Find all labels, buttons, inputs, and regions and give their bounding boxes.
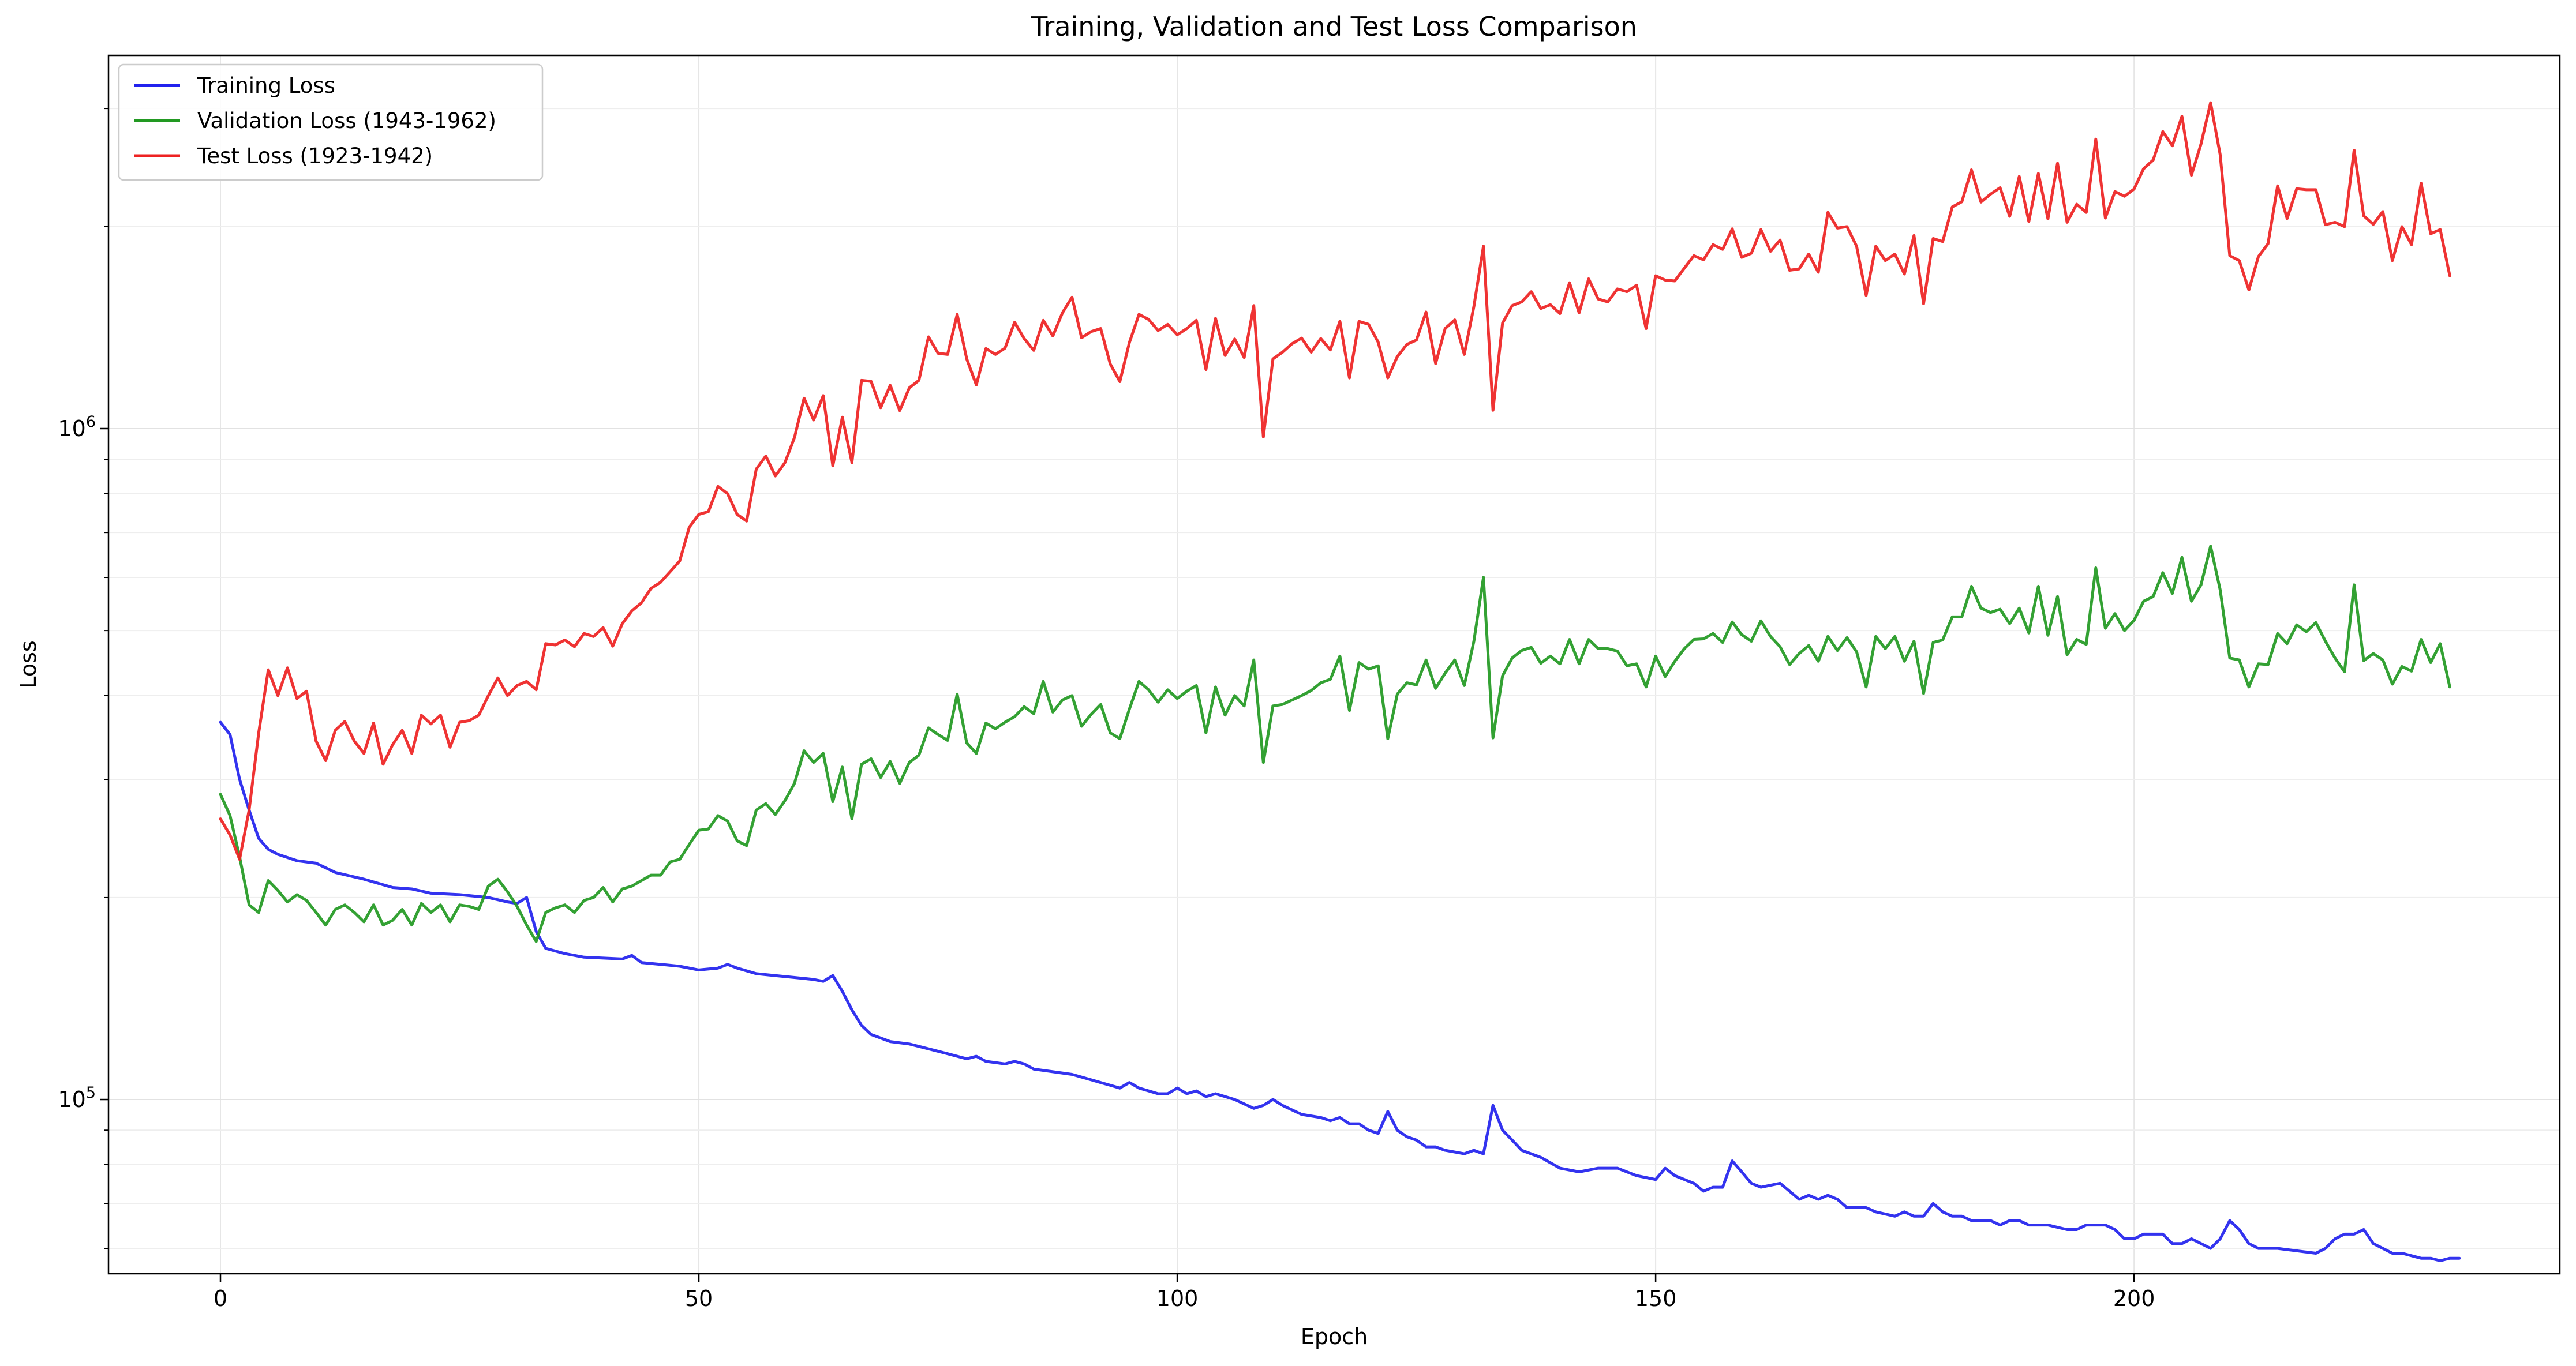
legend: Training Loss Validation Loss (1943-1962…: [118, 63, 544, 181]
legend-label-test: Test Loss (1923-1942): [197, 144, 433, 168]
series-line-training-loss: [219, 720, 2461, 1262]
x-tick-label: 0: [214, 1286, 227, 1311]
y-axis-ticks: 105 106: [58, 108, 108, 1249]
x-tick-label: 50: [685, 1286, 713, 1311]
series-line-validation-loss-1943-1962: [219, 545, 2451, 943]
grid-lines: [108, 55, 2560, 1274]
x-tick-label: 100: [1156, 1286, 1199, 1311]
legend-box: [118, 63, 544, 181]
plot-frame: [107, 54, 2561, 1275]
series-line-test-loss-1923-1942: [219, 101, 2451, 861]
chart-title: Training, Validation and Test Loss Compa…: [1031, 11, 1637, 42]
legend-label-validation: Validation Loss (1943-1962): [197, 108, 496, 133]
x-axis-label: Epoch: [1301, 1324, 1368, 1349]
y-tick-label: 105: [58, 1084, 96, 1112]
x-axis-ticks: 0 50 100 150 200: [214, 1274, 2155, 1311]
series-lines: [219, 101, 2461, 1262]
legend-label-training: Training Loss: [197, 73, 335, 98]
y-tick-label: 106: [58, 413, 96, 441]
x-tick-label: 200: [2113, 1286, 2155, 1311]
x-tick-label: 150: [1635, 1286, 1677, 1311]
y-axis-label: Loss: [16, 640, 41, 688]
